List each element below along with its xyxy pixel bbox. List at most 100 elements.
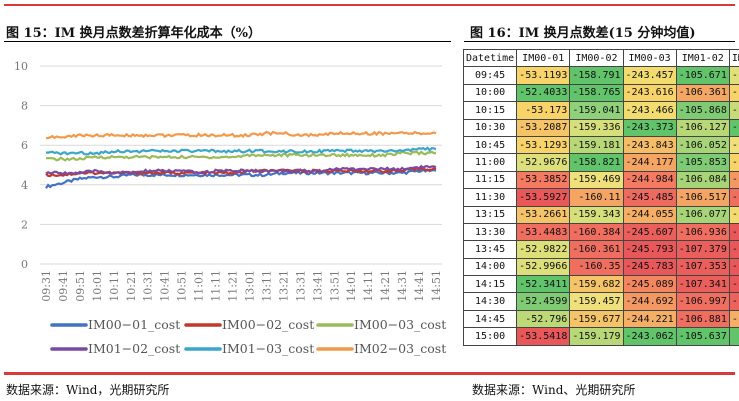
x-tick-label: 14:31 — [396, 270, 409, 302]
right-figure-caption: 图 16：IM 换月点数差(15 分钟均值) — [470, 26, 696, 41]
value-cell: -158.791 — [569, 66, 624, 85]
x-tick-label: 11:11 — [210, 270, 223, 302]
value-cell: -158.821 — [569, 153, 624, 172]
value-cell: -52.9822 — [516, 240, 571, 259]
value-cell: -52.3411 — [516, 275, 571, 294]
table-row: 10:15-53.173-159.041-243.466-105.868-190… — [463, 101, 739, 120]
value-cell: -244.177 — [622, 153, 677, 172]
table-row: 11:15-53.3852-159.469-244.984-106.084-19… — [463, 170, 739, 190]
value-cell: -159.682 — [569, 275, 624, 294]
value-cell: -245.485 — [622, 188, 677, 207]
value-cell: -243.843 — [622, 135, 677, 155]
value-cell: -105.853 — [675, 153, 730, 172]
value-cell: -105.671 — [675, 66, 730, 85]
table-row: 10:00-52.4033-158.765-243.616-106.361-19… — [463, 83, 739, 103]
x-tick-label: 10:51 — [176, 270, 189, 302]
legend-label: IM00−01_cost — [88, 317, 180, 332]
value-cell: -106.127 — [675, 118, 730, 137]
table-row: 13:15-53.2661-159.343-244.055-106.077-19… — [463, 205, 739, 224]
time-cell: 13:15 — [463, 205, 518, 224]
column-header: IM00-03 — [622, 49, 677, 68]
value-cell: -53.1293 — [516, 135, 571, 155]
left-caption-rule — [4, 41, 451, 42]
value-cell: -105.637 — [675, 327, 730, 346]
column-header: IM00-02 — [569, 49, 624, 68]
value-cell: -53.173 — [516, 101, 571, 120]
top-rule — [4, 4, 735, 6]
value-cell: -160.384 — [569, 222, 624, 242]
value-cell: -190.29 — [728, 101, 739, 120]
value-cell: -191.42 — [728, 309, 739, 329]
x-tick-label: 13:11 — [260, 270, 273, 302]
column-header: IM01-02 — [675, 49, 730, 68]
x-tick-label: 09:31 — [40, 270, 53, 302]
time-cell: 11:30 — [463, 188, 518, 207]
value-cell: -244.055 — [622, 205, 677, 224]
value-cell: -106.517 — [675, 188, 730, 207]
value-cell: -243.466 — [622, 101, 677, 120]
time-cell: 10:45 — [463, 135, 518, 155]
value-cell: -244.984 — [622, 170, 677, 190]
value-cell: -160.11 — [569, 188, 624, 207]
value-cell: -107.353 — [675, 257, 730, 277]
spread-table: DatetimeIM00-01IM00-02IM00-03IM01-02IM01… — [463, 49, 739, 346]
value-cell: -53.1193 — [516, 66, 571, 85]
time-cell: 11:15 — [463, 170, 518, 190]
value-cell: -53.5927 — [516, 188, 571, 207]
table-row: 14:15-52.3411-159.682-245.089-107.341-19… — [463, 275, 739, 294]
value-cell: -192.78 — [728, 257, 739, 277]
table-row: 09:45-53.1193-158.791-243.457-105.671-19… — [463, 66, 739, 85]
time-cell: 09:45 — [463, 66, 518, 85]
value-cell: -245.793 — [622, 240, 677, 259]
value-cell: -191.89 — [728, 188, 739, 207]
value-cell: -189.5 — [728, 327, 739, 346]
y-tick-label: 2 — [21, 218, 28, 231]
value-cell: -160.361 — [569, 240, 624, 259]
value-cell: -105.868 — [675, 101, 730, 120]
left-figure-caption: 图 15：IM 换月点数差折算年化成本（%） — [6, 26, 261, 41]
legend-label: IM01−02_cost — [88, 341, 180, 356]
bottom-rule — [4, 372, 735, 375]
value-cell: -243.457 — [622, 66, 677, 85]
value-cell: -159.181 — [569, 135, 624, 155]
value-cell: -245.607 — [622, 222, 677, 242]
value-cell: -191.59 — [728, 170, 739, 190]
column-header: IM00-01 — [516, 49, 571, 68]
value-cell: -53.5418 — [516, 327, 571, 346]
time-cell: 11:00 — [463, 153, 518, 172]
value-cell: -107.341 — [675, 275, 730, 294]
table-row: 11:30-53.5927-160.11-245.485-106.517-191… — [463, 188, 739, 207]
x-tick-label: 14:11 — [362, 270, 375, 302]
value-cell: -190.33 — [728, 66, 739, 85]
right-caption-rule — [464, 41, 735, 42]
table-row: 14:30-52.4599-159.457-244.692-106.997-19… — [463, 292, 739, 311]
value-cell: -160.35 — [569, 257, 624, 277]
value-cell: -244.221 — [622, 309, 677, 329]
table-header-row: DatetimeIM00-01IM00-02IM00-03IM01-02IM01… — [463, 49, 739, 68]
x-tick-label: 14:01 — [345, 270, 358, 302]
x-tick-label: 13:41 — [311, 270, 324, 302]
time-cell: 10:30 — [463, 118, 518, 137]
legend-label: IM02−03_cost — [354, 341, 446, 356]
value-cell: -52.4599 — [516, 292, 571, 311]
value-cell: -243.373 — [622, 118, 677, 137]
value-cell: -245.089 — [622, 275, 677, 294]
table-row: 10:30-53.2087-159.336-243.373-106.127-19… — [463, 118, 739, 137]
value-cell: -106.052 — [675, 135, 730, 155]
value-cell: -52.4033 — [516, 83, 571, 103]
y-tick-label: 4 — [21, 179, 28, 192]
x-tick-label: 11:01 — [193, 270, 206, 302]
value-cell: -106.936 — [675, 222, 730, 242]
right-source-note: 数据来源：Wind、光期研究所 — [472, 383, 636, 397]
time-cell: 14:00 — [463, 257, 518, 277]
time-cell: 13:30 — [463, 222, 518, 242]
value-cell: -192.23 — [728, 292, 739, 311]
x-tick-label: 10:11 — [108, 270, 121, 302]
series-line — [45, 146, 437, 156]
x-tick-label: 11:21 — [227, 270, 240, 302]
x-tick-label: 09:41 — [57, 270, 70, 302]
y-tick-label: 10 — [14, 60, 28, 73]
value-cell: -52.9676 — [516, 153, 571, 172]
value-cell: -106.361 — [675, 83, 730, 103]
table-row: 14:45-52.796-159.677-244.221-106.881-191… — [463, 309, 739, 329]
